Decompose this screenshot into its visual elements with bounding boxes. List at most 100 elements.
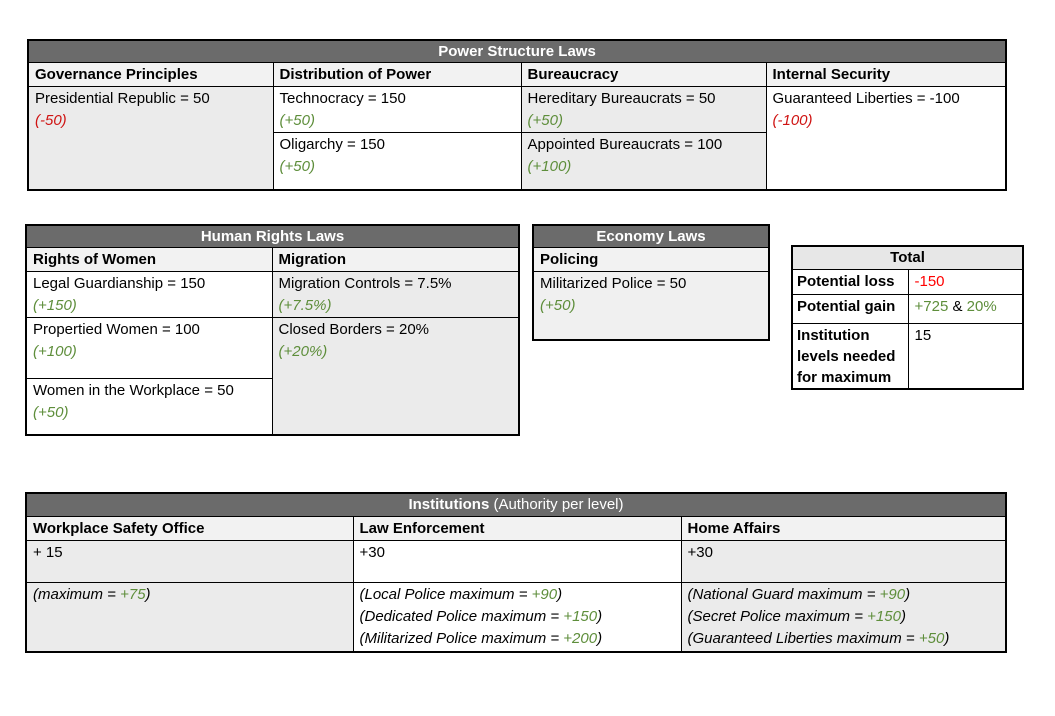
maximum-pre: (Guaranteed Liberties maximum =: [687, 629, 919, 647]
law-text: Women in the Workplace = 50: [33, 382, 234, 399]
law-modifier: (-100): [772, 112, 813, 129]
maximum-pre: (Local Police maximum =: [359, 585, 532, 603]
law-modifier: (+20%): [278, 343, 328, 360]
law-cell-guaranteed-liberties: Guaranteed Liberties = -100 (-100): [765, 86, 1007, 190]
maximum-value: +150: [867, 607, 901, 625]
law-cell-technocracy: Technocracy = 150 (+50): [272, 86, 522, 133]
gain-percent: 20%: [966, 297, 997, 315]
maximum-post: ): [900, 607, 906, 625]
maximum-value: +75: [120, 585, 146, 603]
law-modifier: (+100): [527, 158, 572, 175]
col-header-internal-security: Internal Security: [765, 62, 1007, 87]
law-modifier: (+50): [33, 404, 69, 421]
col-header-workplace-safety-office: Workplace Safety Office: [25, 515, 354, 541]
authority-home-affairs: +30: [680, 539, 1007, 583]
law-text: Migration Controls = 7.5%: [278, 275, 452, 292]
total-institution-levels-value: 15: [907, 322, 1024, 389]
col-header-home-affairs: Home Affairs: [680, 515, 1007, 541]
law-cell-militarized-police: Militarized Police = 50 (+50): [532, 271, 770, 340]
col-header-policing: Policing: [532, 247, 770, 272]
maximum-pre: (Secret Police maximum =: [687, 607, 868, 625]
institutions-title: Institutions (Authority per level): [25, 492, 1007, 517]
institutions-title-rest: (Authority per level): [489, 496, 624, 513]
law-modifier: (+150): [33, 297, 77, 314]
maximum-pre: (maximum =: [33, 585, 121, 603]
economy-laws-title: Economy Laws: [532, 224, 770, 248]
law-text: Closed Borders = 20%: [278, 321, 430, 338]
law-cell-propertied-women: Propertied Women = 100 (+100): [25, 317, 273, 379]
maximum-line: (maximum = +75): [33, 584, 347, 606]
gain-flat: +725: [914, 297, 949, 315]
maxima-law-enforcement: (Local Police maximum = +90) (Dedicated …: [352, 581, 682, 653]
col-header-governance-principles: Governance Principles: [27, 62, 274, 87]
maxima-workplace-safety: (maximum = +75): [25, 581, 354, 653]
law-text: Oligarchy = 150: [279, 136, 385, 153]
law-modifier: (-50): [35, 112, 67, 129]
total-institution-levels-label: Institution levels needed for maximum: [791, 322, 909, 389]
maximum-line: (Local Police maximum = +90): [360, 584, 675, 606]
law-cell-hereditary-bureaucrats: Hereditary Bureaucrats = 50 (+50): [520, 86, 767, 133]
law-modifier: (+7.5%): [278, 297, 332, 314]
col-header-bureaucracy: Bureaucracy: [520, 62, 767, 87]
maximum-post: ): [905, 585, 911, 603]
law-text: Technocracy = 150: [279, 90, 406, 107]
law-modifier: (+50): [540, 297, 576, 314]
law-cell-oligarchy: Oligarchy = 150 (+50): [272, 132, 522, 190]
law-text: Militarized Police = 50: [540, 275, 687, 292]
law-cell-appointed-bureaucrats: Appointed Bureaucrats = 100 (+100): [520, 132, 767, 190]
law-cell-legal-guardianship: Legal Guardianship = 150 (+150): [25, 271, 273, 318]
maximum-line: (Secret Police maximum = +150): [688, 606, 1000, 628]
total-potential-loss-value: -150: [907, 268, 1024, 295]
law-text: Guaranteed Liberties = -100: [772, 90, 960, 107]
law-cell-presidential-republic: Presidential Republic = 50 (-50): [27, 86, 274, 190]
law-text: Presidential Republic = 50: [35, 90, 210, 107]
law-cell-closed-borders: Closed Borders = 20% (+20%): [271, 317, 520, 435]
law-text: Hereditary Bureaucrats = 50: [527, 90, 716, 107]
maximum-line: (Dedicated Police maximum = +150): [360, 606, 675, 628]
maximum-post: ): [597, 629, 603, 647]
law-modifier: (+50): [279, 158, 315, 175]
maximum-post: ): [944, 629, 950, 647]
law-modifier: (+50): [279, 112, 315, 129]
institutions-title-bold: Institutions: [408, 496, 490, 513]
maximum-line: (National Guard maximum = +90): [688, 584, 1000, 606]
total-potential-gain-value: +725 & 20%: [907, 293, 1024, 324]
economy-laws-table: Economy Laws Policing Militarized Police…: [532, 224, 770, 341]
law-cell-migration-controls: Migration Controls = 7.5% (+7.5%): [271, 271, 520, 318]
maximum-post: ): [597, 607, 603, 625]
institutions-table: Institutions (Authority per level) Workp…: [25, 492, 1007, 653]
maximum-post: ): [145, 585, 151, 603]
maximum-value: +50: [918, 629, 945, 647]
authority-workplace-safety: + 15: [25, 539, 354, 583]
maximum-value: +90: [531, 585, 558, 603]
maximum-post: ): [557, 585, 563, 603]
maximum-pre: (Militarized Police maximum =: [359, 629, 564, 647]
law-modifier: (+50): [527, 112, 563, 129]
maxima-home-affairs: (National Guard maximum = +90) (Secret P…: [680, 581, 1007, 653]
col-header-migration: Migration: [271, 247, 520, 272]
human-rights-laws-table: Human Rights Laws Rights of Women Migrat…: [25, 224, 521, 436]
maximum-pre: (Dedicated Police maximum =: [359, 607, 564, 625]
col-header-law-enforcement: Law Enforcement: [352, 515, 682, 541]
human-rights-title: Human Rights Laws: [25, 224, 520, 248]
col-header-distribution-of-power: Distribution of Power: [272, 62, 522, 87]
law-text: Legal Guardianship = 150: [33, 275, 206, 292]
total-potential-gain-label: Potential gain: [791, 293, 909, 324]
total-potential-loss-label: Potential loss: [791, 268, 909, 295]
total-table: Total Potential loss -150 Potential gain…: [791, 245, 1024, 390]
authority-law-enforcement: +30: [352, 539, 682, 583]
maximum-pre: (National Guard maximum =: [687, 585, 880, 603]
law-modifier: (+100): [33, 343, 77, 360]
power-structure-laws-table: Power Structure Laws Governance Principl…: [27, 39, 1008, 191]
gain-joiner: &: [948, 297, 967, 315]
col-header-rights-of-women: Rights of Women: [25, 247, 273, 272]
law-text: Propertied Women = 100: [33, 321, 200, 338]
maximum-value: +150: [563, 607, 598, 625]
total-title: Total: [791, 245, 1024, 270]
law-text: Appointed Bureaucrats = 100: [527, 136, 723, 153]
power-structure-title: Power Structure Laws: [27, 39, 1007, 63]
maximum-value: +200: [563, 629, 598, 647]
maximum-line: (Guaranteed Liberties maximum = +50): [688, 628, 1000, 650]
maximum-value: +90: [879, 585, 906, 603]
